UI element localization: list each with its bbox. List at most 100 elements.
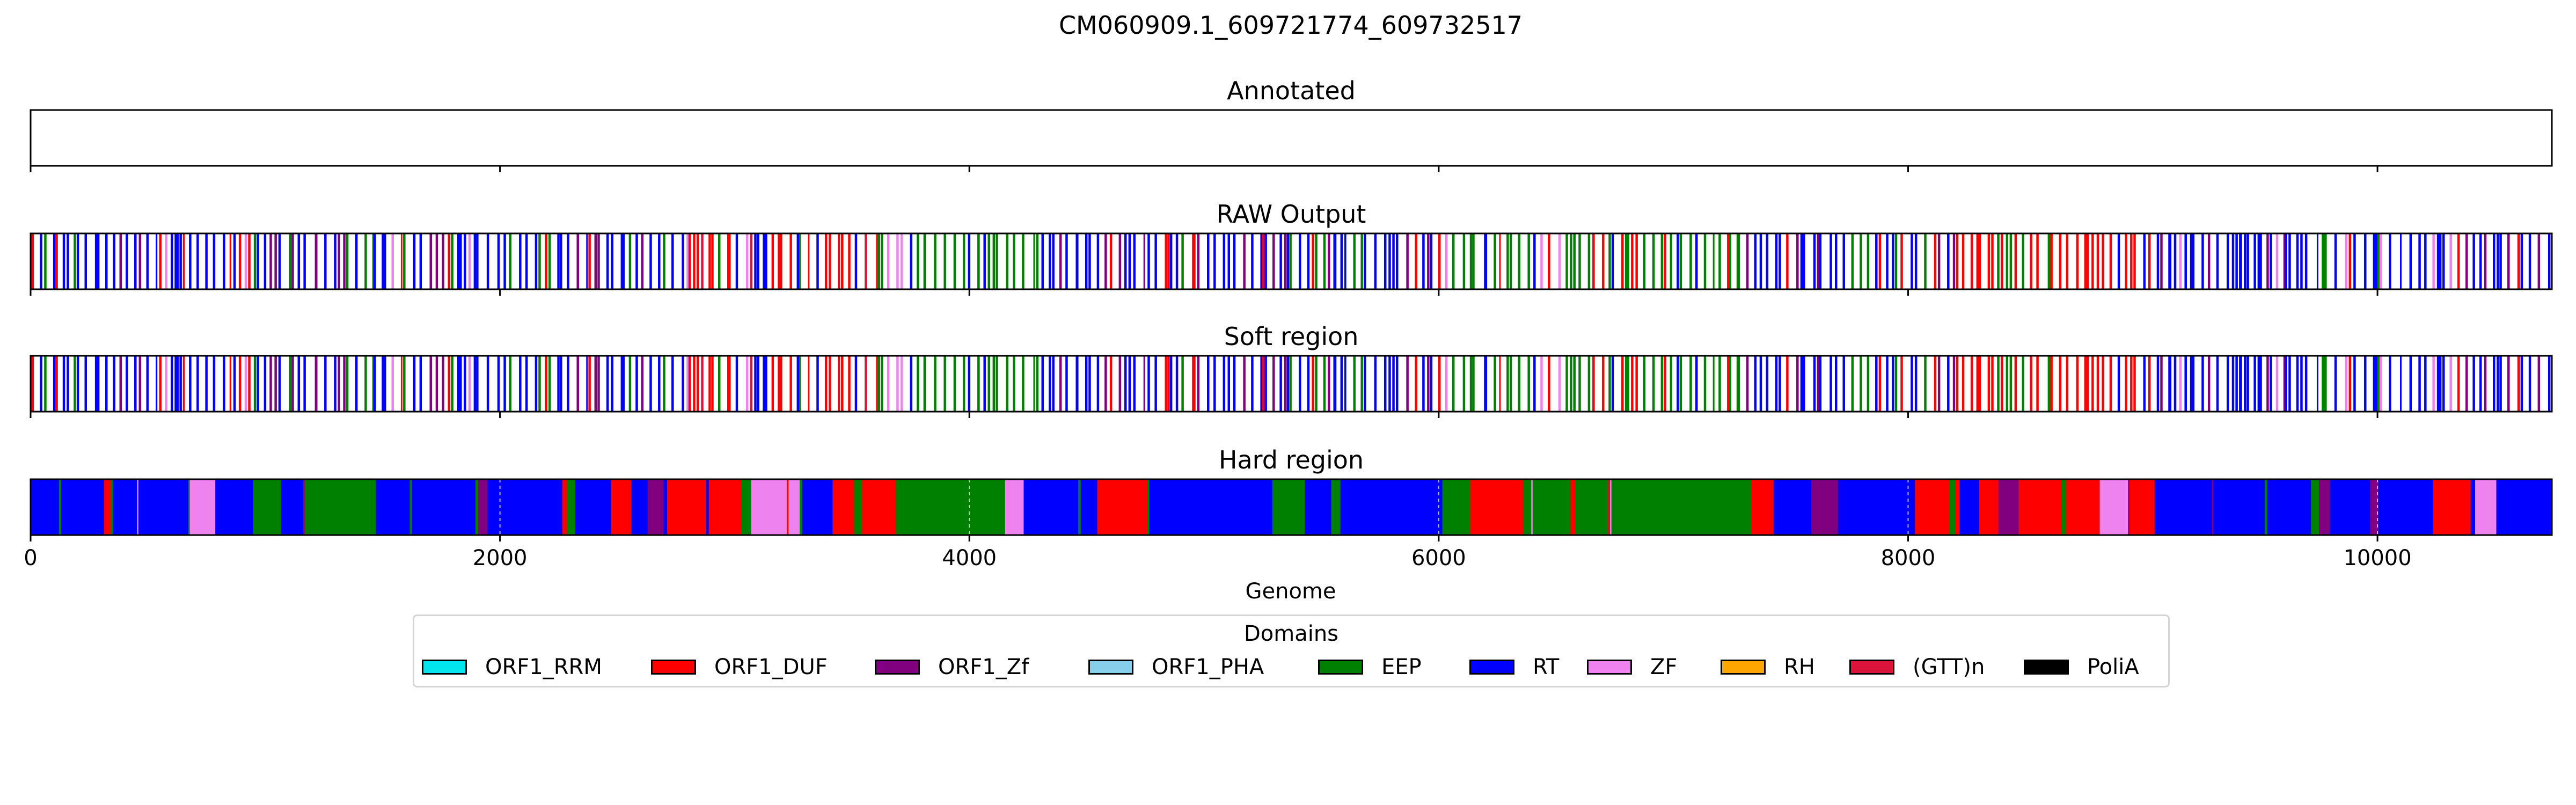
domain-segment-EEP [253, 479, 282, 535]
domain-mark-ORF1_DUF [1956, 356, 1959, 412]
domain-mark-EEP [1718, 356, 1721, 412]
domain-mark-EEP [1462, 233, 1466, 289]
domain-mark-ORF1_DUF [1621, 233, 1624, 289]
domain-mark-RT [2300, 233, 2303, 289]
domain-mark-ORF1_DUF [1786, 233, 1789, 289]
domain-segment-RT [1845, 479, 1847, 535]
domain-mark-RT [459, 356, 462, 412]
domain-segment-RT [177, 479, 185, 535]
domain-mark-ZF [1445, 233, 1448, 289]
domain-segment-RT [1838, 479, 1846, 535]
domain-mark-EEP [943, 356, 946, 412]
domain-mark-ORF1_DUF [1878, 233, 1882, 289]
domain-mark-EEP [987, 356, 990, 412]
domain-mark-ORF1_DUF [2014, 356, 2017, 412]
domain-segment-EEP [58, 479, 62, 535]
domain-segment-ORF1_Zf [478, 479, 488, 535]
domain-mark-RT [62, 356, 65, 412]
domain-mark-ORF1_DUF [238, 356, 241, 412]
domain-mark-RT [355, 233, 358, 289]
domain-mark-RT [476, 233, 479, 289]
domain-mark-ORF1_Zf [314, 233, 318, 289]
domain-mark-ORF1_Zf [435, 356, 438, 412]
domain-segment-ORF1_Zf [2212, 479, 2214, 535]
domain-mark-RT [1344, 233, 1346, 289]
domain-segment-RT [1902, 479, 1915, 535]
domain-mark-ZF [2379, 356, 2382, 412]
domain-mark-ORF1_DUF [2091, 233, 2094, 289]
domain-mark-ORF1_DUF [1592, 356, 1595, 412]
domain-mark-ORF1_DUF [1900, 356, 1903, 412]
domain-mark-ORF1_DUF [1499, 356, 1501, 412]
domain-mark-ORF1_DUF [1415, 356, 1417, 412]
domain-mark-EEP [1472, 356, 1475, 412]
domain-mark-(GTT)n [865, 233, 867, 289]
domain-segment-RT [663, 479, 668, 535]
domain-mark-ORF1_DUF [2125, 356, 2127, 412]
domain-mark-EEP [372, 356, 374, 412]
domain-mark-(GTT)n [701, 233, 704, 289]
domain-segment-RT [1206, 479, 1210, 535]
domain-mark-ORF1_DUF [1262, 233, 1265, 289]
domain-segment-EEP [1331, 479, 1341, 535]
domain-mark-RT [2493, 233, 2496, 289]
domain-mark-RT [1364, 233, 1366, 289]
domain-mark-EEP [509, 356, 511, 412]
domain-mark-ORF1_DUF [1602, 356, 1605, 412]
domain-mark-ZF [887, 233, 890, 289]
domain-mark-EEP [2009, 233, 2012, 289]
domain-mark-RT [1533, 356, 1536, 412]
domain-segment-ORF1_DUF [611, 479, 632, 535]
domain-segment-RT [1209, 479, 1245, 535]
domain-mark-ZF [391, 356, 394, 412]
domain-segment-RT [1865, 479, 1868, 535]
domain-mark-RT [519, 233, 522, 289]
domain-segment-ORF1_Zf [2128, 479, 2130, 535]
domain-mark-ORF1_DUF [2014, 233, 2017, 289]
domain-mark-EEP [1022, 233, 1024, 289]
domain-mark-EEP [289, 233, 292, 289]
domain-mark-ORF1_DUF [2086, 356, 2089, 412]
domain-mark-ORF1_DUF [2059, 233, 2062, 289]
domain-segment-ORF1_DUF [1751, 479, 1758, 535]
domain-mark-RT [2304, 233, 2308, 289]
domain-mark-RT [1892, 233, 1894, 289]
domain-mark-EEP [1860, 356, 1862, 412]
domain-mark-ORF1_DUF [693, 356, 696, 412]
domain-segment-RT [1244, 479, 1273, 535]
domain-segment-EEP [2264, 479, 2268, 535]
legend-swatch [1318, 660, 1363, 675]
domain-mark-ORF1_Zf [1796, 233, 1799, 289]
domain-mark-ORF1_DUF [1991, 356, 1994, 412]
domain-mark-RT [2409, 356, 2412, 412]
legend-swatch [422, 660, 467, 675]
domain-mark-RT [2288, 233, 2291, 289]
domain-mark-ORF1_Zf [269, 233, 272, 289]
domain-mark-RT [1384, 356, 1387, 412]
domain-mark-ORF1_DUF [2084, 233, 2087, 289]
domain-mark-ORF1_DUF [55, 356, 58, 412]
domain-mark-RT [264, 233, 267, 289]
domain-mark-RT [1803, 356, 1805, 412]
domain-segment-RT [174, 479, 178, 535]
domain-mark-RT [464, 356, 466, 412]
domain-mark-RT [1286, 356, 1290, 412]
domain-mark-RT [40, 356, 42, 412]
domain-mark-RT [1875, 233, 1878, 289]
domain-mark-ORF1_Zf [2207, 356, 2211, 412]
domain-segment-RT [1072, 479, 1075, 535]
domain-mark-RT [2442, 233, 2445, 289]
domain-mark-RT [146, 233, 149, 289]
domain-segment-RT [1369, 479, 1399, 535]
domain-mark-ORF1_DUF [238, 233, 241, 289]
legend-label: ZF [1650, 655, 1678, 679]
domain-mark-RT [196, 356, 199, 412]
domain-mark-RT [854, 233, 858, 289]
domain-segment-RT [1806, 479, 1811, 535]
domain-mark-EEP [1713, 233, 1715, 289]
domain-mark-ORF1_DUF [771, 356, 774, 412]
domain-mark-RT [264, 356, 267, 412]
domain-mark-RT [1169, 233, 1173, 289]
domain-mark-ORF1_DUF [848, 233, 851, 289]
domain-segment-RT [706, 479, 709, 535]
